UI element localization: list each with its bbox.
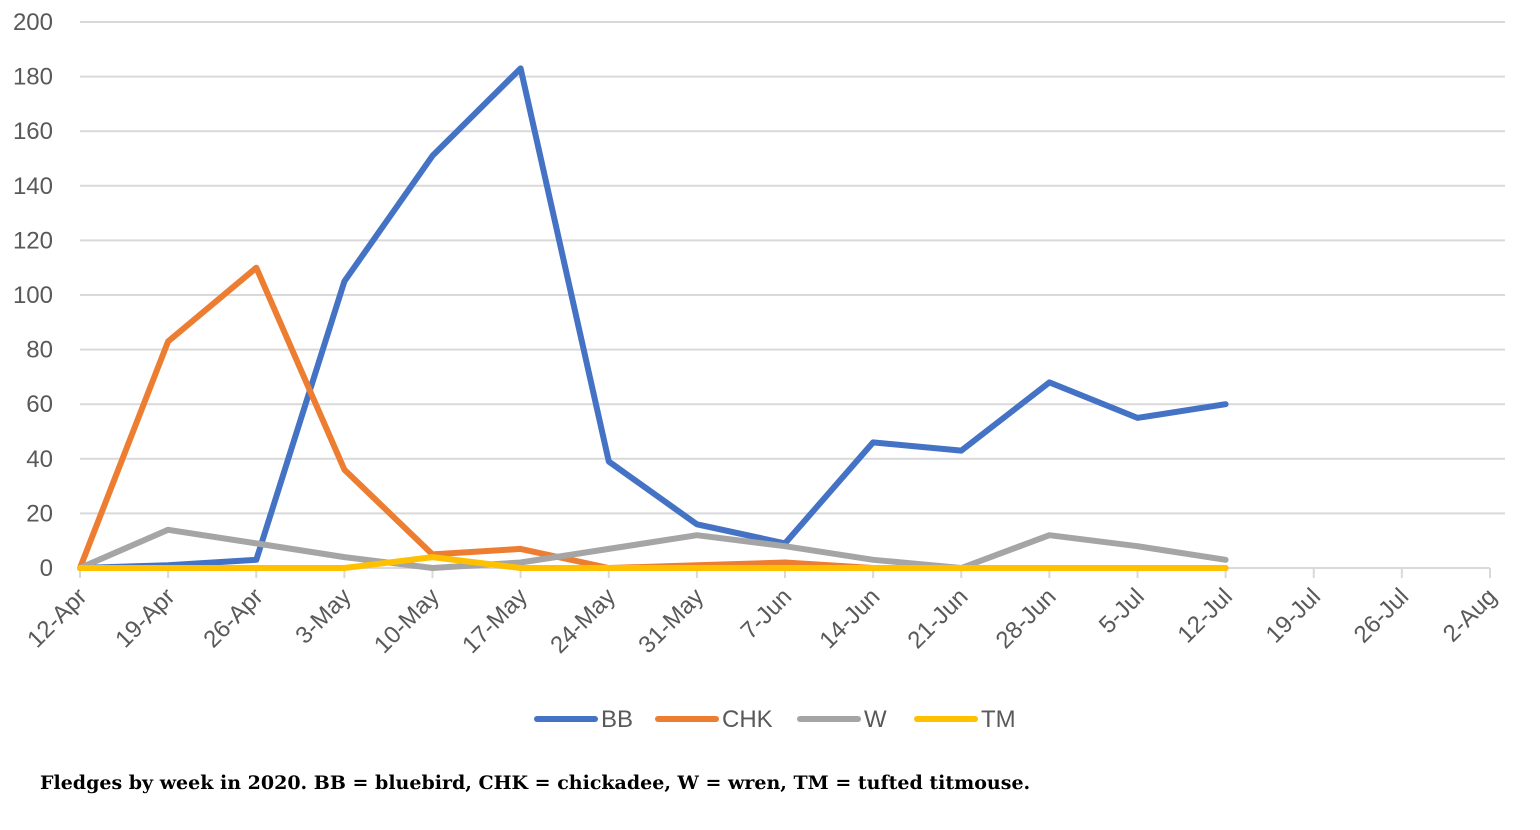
x-axis: 12-Apr 19-Apr 26-Apr 3-May 10-May 17-May 24-Ma… xyxy=(22,567,1502,659)
x-tick-label: 26-Jul xyxy=(1349,583,1414,648)
y-tick-label: 20 xyxy=(26,500,53,527)
series-line-w xyxy=(77,526,1229,571)
y-tick-label: 140 xyxy=(13,173,53,200)
x-tick-label: 24-May xyxy=(545,583,621,659)
legend-label-chk: CHK xyxy=(722,706,773,733)
y-tick-label: 80 xyxy=(26,337,53,364)
y-tick-label: 100 xyxy=(13,282,53,309)
legend-label-bb: BB xyxy=(601,706,633,733)
series-line-tm xyxy=(77,554,1229,571)
series-line-bb xyxy=(77,65,1229,571)
x-tick-label: 3-May xyxy=(290,583,356,649)
y-axis-tick-labels: 0 20 40 60 80 100 120 140 160 180 200 xyxy=(13,9,53,582)
x-tick-label: 17-May xyxy=(457,583,533,659)
line-chart: 0 20 40 60 80 100 120 140 160 180 200 12-Apr 19-Apr… xyxy=(13,9,1505,733)
y-tick-label: 40 xyxy=(26,446,53,473)
x-tick-label: 7-Jun xyxy=(736,583,798,645)
x-tick-label: 12-Apr xyxy=(22,583,92,653)
x-tick-label: 31-May xyxy=(633,583,709,659)
legend-label-w: W xyxy=(864,706,887,733)
x-tick-label: 5-Jul xyxy=(1094,583,1150,639)
x-tick-label: 19-Jul xyxy=(1261,583,1326,648)
x-tick-label: 19-Apr xyxy=(110,583,180,653)
y-tick-label: 160 xyxy=(13,118,53,145)
y-tick-label: 180 xyxy=(13,64,53,91)
series-lines xyxy=(77,65,1229,571)
series-line-chk xyxy=(77,264,1229,571)
x-tick-label: 2-Aug xyxy=(1438,583,1502,647)
x-tick-label: 28-Jun xyxy=(991,583,1062,654)
legend: BB CHK W TM xyxy=(534,706,1016,733)
x-tick-label: 14-Jun xyxy=(814,583,885,654)
x-tick-label: 10-May xyxy=(369,583,445,659)
x-tick-label: 21-Jun xyxy=(903,583,974,654)
y-tick-label: 0 xyxy=(40,555,53,582)
y-tick-label: 60 xyxy=(26,391,53,418)
legend-label-tm: TM xyxy=(981,706,1016,733)
x-tick-label: 26-Apr xyxy=(198,583,268,653)
y-tick-label: 200 xyxy=(13,9,53,36)
figure-caption: Fledges by week in 2020. BB = bluebird, … xyxy=(40,772,1031,794)
y-tick-label: 120 xyxy=(13,227,53,254)
x-tick-label: 12-Jul xyxy=(1173,583,1238,648)
